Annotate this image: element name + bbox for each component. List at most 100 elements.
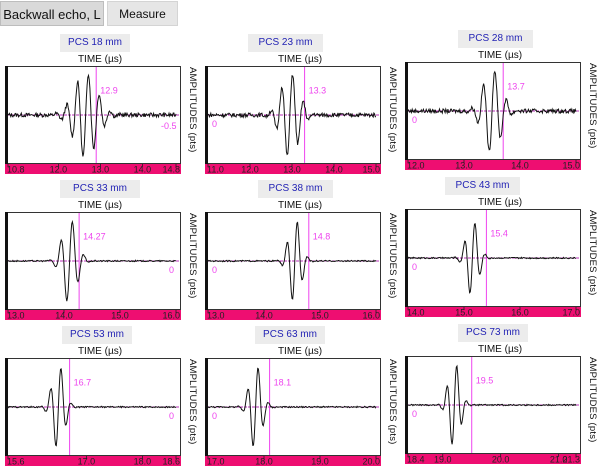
time-tick-label: 14.0: [255, 311, 273, 321]
time-axis-title: TIME (µs): [77, 54, 123, 65]
zero-value: 0: [169, 265, 174, 275]
cursor-value: 14.27: [83, 231, 106, 241]
cursor-value: 13.3: [309, 85, 327, 95]
time-tick-label: 15.0: [455, 308, 473, 318]
tab-measure[interactable]: Measure: [107, 1, 178, 26]
pcs-label: PCS 73 mm: [458, 324, 528, 342]
ascan-panel: PCS 28 mm TIME (µs) AMPLITUDES (pts) 12.0 13…: [405, 30, 598, 171]
time-scale-strip: [5, 456, 181, 466]
pcs-label: PCS 38 mm: [258, 180, 333, 198]
time-tick-label: 16.0: [511, 308, 529, 318]
time-tick-label: 11.0: [207, 165, 224, 175]
ascan-waveform: [7, 73, 177, 157]
ascan-panel: PCS 73 mm TIME (µs) AMPLITUDES (pts) 18.4 19…: [405, 324, 598, 465]
amplitude-axis-title: AMPLITUDES (pts): [187, 67, 198, 153]
time-tick-label: 18.0: [134, 457, 152, 467]
time-tick-label: 17.0: [207, 457, 225, 467]
pcs-label: PCS 23 mm: [248, 34, 323, 52]
time-tick-label: 14.0: [511, 161, 529, 171]
time-tick-label: 13.0: [92, 165, 110, 175]
amplitude-axis-title: AMPLITUDES (pts): [187, 213, 198, 299]
tab-backwall-echo[interactable]: Backwall echo, L: [0, 1, 104, 26]
ascan-plot: 14.0 15.0 16.0 17.0 15.4 0: [405, 209, 581, 318]
ascan-waveform: [407, 70, 577, 151]
time-axis-title: TIME (µs): [277, 346, 323, 357]
time-axis-title: TIME (µs): [277, 200, 323, 211]
time-tick-label: 13.0: [283, 165, 301, 175]
ascan-panel: PCS 43 mm TIME (µs) AMPLITUDES (pts) 14.0 15…: [405, 177, 598, 318]
time-scale-strip: [405, 454, 581, 464]
ascan-plot: 15.6 17.0 18.0 18.6 16.7 0: [5, 358, 181, 467]
time-tick-label: 20.0: [362, 457, 380, 467]
time-axis-title: TIME (µs): [277, 54, 323, 65]
amplitude-axis-title: AMPLITUDES (pts): [587, 210, 598, 296]
ascan-plot: 12.0 13.0 14.0 15.0 13.7 0: [405, 62, 581, 171]
pcs-label: PCS 33 mm: [60, 180, 140, 198]
ascan-plot: 17.0 18.0 19.0 20.0 18.1 0: [205, 358, 381, 467]
left-axis-strip: [5, 212, 8, 310]
ascan-waveform: [7, 368, 177, 447]
amplitude-axis-title: AMPLITUDES (pts): [387, 213, 398, 299]
time-tick-label: 14.0: [134, 165, 152, 175]
ascan-waveform: [207, 221, 377, 300]
time-tick-label: 20.0: [492, 455, 510, 465]
cursor-value: 13.7: [507, 81, 525, 91]
left-axis-strip: [5, 358, 8, 456]
time-tick-label: 19.0: [434, 455, 452, 465]
time-tick-label: 15.0: [562, 161, 580, 171]
ascan-waveform: [407, 364, 577, 445]
ascan-panel: PCS 18 mm TIME (µs) AMPLITUDES (pts) 10.8 12…: [5, 34, 198, 175]
ascan-panel: PCS 63 mm TIME (µs) AMPLITUDES (pts) 17.0 18…: [205, 326, 398, 467]
time-scale-strip: [5, 310, 181, 320]
time-scale-strip: [205, 456, 381, 466]
time-tick-label: 12.0: [50, 165, 68, 175]
zero-value: 0: [169, 411, 174, 421]
pcs-label: PCS 28 mm: [458, 30, 533, 48]
zero-value: 0: [412, 262, 417, 272]
time-scale-strip: [405, 160, 581, 170]
time-tick-label: 21.3: [562, 455, 580, 465]
ascan-waveform: [207, 75, 376, 156]
time-tick-label: 13.0: [207, 311, 225, 321]
tab-label: Backwall echo, L: [3, 7, 101, 22]
time-tick-label: 18.0: [255, 457, 273, 467]
time-tick-label: 15.0: [362, 165, 380, 175]
time-tick-label: 19.0: [311, 457, 329, 467]
left-axis-strip: [205, 66, 208, 164]
pcs-label: PCS 18 mm: [60, 34, 130, 52]
ascan-plot: 11.0 12.0 13.0 14.0 15.0 13.3 0: [205, 66, 381, 175]
amplitude-axis-title: AMPLITUDES (pts): [387, 359, 398, 445]
zero-value: 0: [412, 115, 417, 125]
pcs-label: PCS 43 mm: [445, 177, 520, 195]
cursor-value: 12.9: [100, 85, 118, 95]
time-tick-label: 14.0: [55, 311, 73, 321]
left-axis-strip: [405, 209, 408, 307]
time-tick-label: 21.0: [550, 455, 568, 465]
time-tick-label: 12.0: [241, 165, 259, 175]
left-axis-strip: [205, 358, 208, 456]
time-tick-label: 18.4: [407, 455, 425, 465]
amplitude-axis-title: AMPLITUDES (pts): [387, 67, 398, 153]
time-tick-label: 16.0: [162, 311, 180, 321]
cursor-value: 14.8: [313, 231, 331, 241]
time-tick-label: 14.0: [325, 165, 343, 175]
ascan-waveform: [407, 223, 577, 294]
zero-value: -0.5: [161, 121, 177, 131]
zero-value: 0: [412, 409, 417, 419]
time-tick-label: 13.0: [455, 161, 473, 171]
zero-value: 0: [212, 119, 217, 129]
cursor-value: 19.5: [476, 375, 494, 385]
cursor-value: 15.4: [490, 228, 508, 238]
time-tick-label: 16.0: [362, 311, 380, 321]
tab-label: Measure: [119, 7, 166, 21]
ascan-panel: PCS 38 mm TIME (µs) AMPLITUDES (pts) 13.0 14…: [205, 180, 398, 321]
time-tick-label: 15.6: [7, 457, 25, 467]
time-tick-label: 17.0: [78, 457, 96, 467]
time-tick-label: 17.0: [562, 308, 580, 318]
time-axis-title: TIME (µs): [77, 346, 123, 357]
amplitude-axis-title: AMPLITUDES (pts): [587, 63, 598, 149]
ascan-plot: 13.0 14.0 15.0 16.0 14.27 0: [5, 212, 181, 321]
zero-value: 0: [212, 411, 217, 421]
ascan-waveform: [7, 219, 177, 302]
ascan-plot: 13.0 14.0 15.0 16.0 14.8 0: [205, 212, 381, 321]
